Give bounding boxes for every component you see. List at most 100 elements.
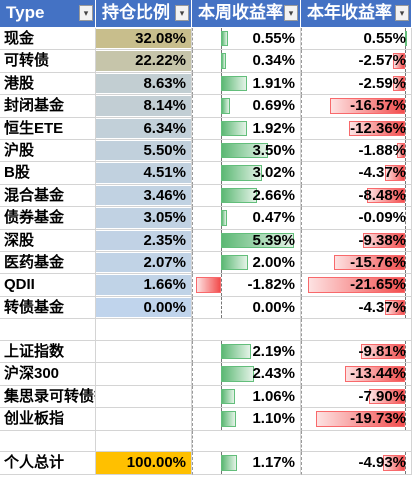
- year-return-cell: -9.81%: [301, 341, 412, 364]
- holding-scale-fill: [96, 275, 191, 295]
- header-week-return[interactable]: 本周收益率 ▾: [192, 0, 301, 28]
- filter-dropdown-icon[interactable]: ▾: [284, 5, 298, 21]
- year-return-value: -2.59%: [358, 74, 406, 92]
- label-text: 个人总计: [4, 454, 65, 472]
- holding-scale-fill: [96, 140, 191, 161]
- holding-scale-fill: [96, 185, 191, 206]
- holding-cell: 3.05%: [96, 207, 192, 230]
- holding-cell: 0.00%: [96, 296, 192, 320]
- zero-axis: [405, 162, 406, 184]
- week-return-bar: [221, 53, 226, 69]
- zero-axis: [405, 341, 406, 363]
- year-return-cell: -19.73%: [301, 408, 412, 431]
- year-return-bar: [382, 455, 405, 471]
- holding-scale-fill: [96, 51, 191, 71]
- holding-scale-fill: [96, 29, 191, 49]
- year-return-bar: [366, 187, 405, 204]
- year-return-cell: -7.90%: [301, 385, 412, 409]
- week-return-value: 0.69%: [252, 97, 295, 115]
- year-return-cell: -2.59%: [301, 72, 412, 96]
- week-return-value: 2.19%: [252, 343, 295, 361]
- zero-axis: [405, 207, 406, 229]
- year-return-cell: -2.57%: [301, 50, 412, 73]
- row-label: B股: [0, 162, 96, 185]
- holding-value: 22.22%: [135, 52, 186, 70]
- label-text: 医药基金: [4, 253, 65, 271]
- row-label: 封闭基金: [0, 95, 96, 118]
- zero-axis: [405, 117, 406, 139]
- week-return-bar: [221, 75, 247, 92]
- header-type[interactable]: Type ▾: [0, 0, 96, 28]
- holding-cell: 100.00%: [96, 452, 192, 475]
- holding-value: 4.51%: [143, 164, 186, 182]
- header-year-return[interactable]: 本年收益率 ▾: [301, 0, 412, 28]
- year-return-bar: [362, 232, 405, 248]
- week-return-bar: [221, 388, 236, 405]
- year-return-bar: [316, 411, 405, 427]
- row-label: 沪深300: [0, 363, 96, 386]
- year-return-value: -7.90%: [358, 387, 406, 405]
- week-return-bar: [221, 411, 236, 427]
- spacer-week: [192, 430, 301, 453]
- label-text: 转债基金: [4, 298, 65, 316]
- header-label: 本年收益率: [307, 3, 392, 22]
- year-return-value: -1.88%: [358, 141, 406, 159]
- week-return-value: 1.06%: [252, 387, 295, 405]
- week-return-value: 1.10%: [252, 410, 295, 428]
- label-text: 债券基金: [4, 209, 65, 227]
- zero-axis: [405, 385, 406, 408]
- week-return-value: 2.66%: [252, 186, 295, 204]
- week-return-bar: [221, 98, 231, 114]
- week-return-value: 0.34%: [252, 52, 295, 70]
- year-return-cell: -21.65%: [301, 274, 412, 297]
- week-return-bar: [196, 277, 221, 293]
- year-return-value: -21.65%: [350, 276, 406, 294]
- header-label: Type: [6, 3, 45, 22]
- year-return-bar: [307, 277, 405, 293]
- zero-axis: [221, 274, 222, 296]
- label-text: 现金: [4, 30, 35, 47]
- year-return-cell: -16.57%: [301, 95, 412, 118]
- year-return-bar: [393, 75, 405, 92]
- holding-cell: 4.51%: [96, 162, 192, 185]
- year-return-value: -9.81%: [358, 343, 406, 361]
- label-text: 可转债: [4, 52, 50, 70]
- year-return-value: -4.93%: [358, 454, 406, 472]
- header-holding[interactable]: 持仓比例 ▾: [96, 0, 192, 28]
- filter-dropdown-icon[interactable]: ▾: [395, 5, 409, 21]
- holding-value: 3.46%: [143, 186, 186, 204]
- week-return-bar: [221, 165, 262, 181]
- zero-axis: [405, 251, 406, 274]
- row-label: 个人总计: [0, 452, 96, 475]
- row-label: 港股: [0, 72, 96, 96]
- holding-scale-fill: [96, 163, 191, 183]
- label-text: 沪股: [4, 141, 35, 159]
- week-return-value: 1.91%: [252, 74, 295, 92]
- filter-dropdown-icon[interactable]: ▾: [175, 5, 189, 21]
- year-return-value: -4.37%: [358, 298, 406, 316]
- spacer-year: [301, 430, 412, 453]
- label-text: 上证指数: [4, 343, 65, 361]
- week-return-value: 5.39%: [252, 231, 295, 249]
- holding-cell: 1.66%: [96, 274, 192, 297]
- label-text: B股: [4, 164, 30, 182]
- year-return-bar: [385, 299, 405, 316]
- week-return-value: 0.47%: [252, 209, 295, 227]
- zero-axis: [405, 50, 406, 72]
- week-return-bar: [221, 254, 248, 271]
- row-label: 混合基金: [0, 184, 96, 208]
- holding-value: 8.14%: [143, 97, 186, 115]
- spacer-type: [0, 319, 96, 342]
- filter-dropdown-icon[interactable]: ▾: [79, 5, 93, 21]
- week-return-cell: 3.50%: [192, 139, 301, 163]
- zero-axis: [405, 274, 406, 296]
- week-return-cell: 0.55%: [192, 28, 301, 51]
- year-return-cell: -12.36%: [301, 117, 412, 140]
- week-return-value: 1.92%: [252, 119, 295, 137]
- spacer-week: [192, 319, 301, 342]
- holding-scale-fill: [96, 96, 191, 116]
- week-return-value: 1.17%: [252, 454, 295, 472]
- year-return-cell: -4.37%: [301, 162, 412, 185]
- holding-scale-fill: [96, 252, 191, 273]
- holding-scale-fill: [96, 230, 191, 250]
